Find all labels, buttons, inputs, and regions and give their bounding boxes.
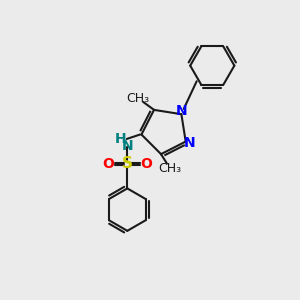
Text: N: N bbox=[176, 104, 188, 118]
Text: CH₃: CH₃ bbox=[158, 162, 182, 175]
Text: H: H bbox=[115, 132, 127, 146]
Text: CH₃: CH₃ bbox=[126, 92, 149, 105]
Text: N: N bbox=[183, 136, 195, 150]
Text: S: S bbox=[122, 157, 133, 172]
Text: N: N bbox=[122, 139, 133, 153]
Text: O: O bbox=[102, 157, 114, 171]
Text: O: O bbox=[140, 157, 152, 171]
